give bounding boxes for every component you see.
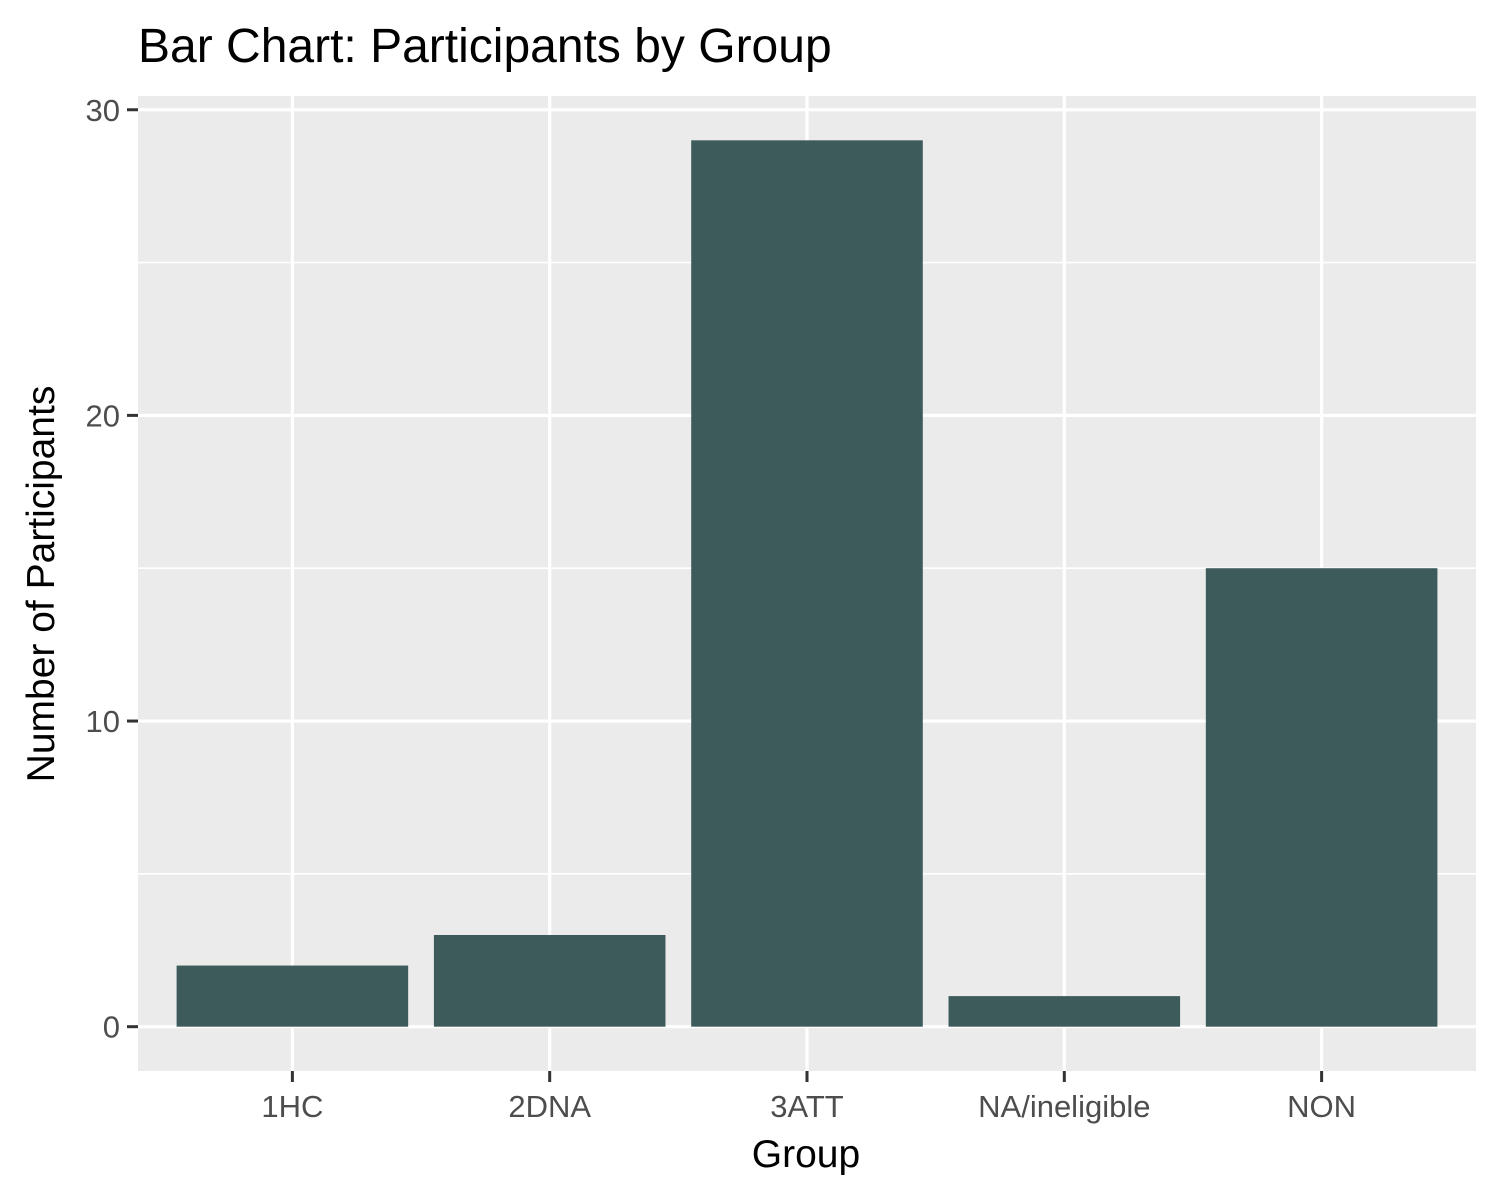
x-tick-label: 1HC bbox=[261, 1089, 323, 1124]
x-tick-label: 3ATT bbox=[770, 1089, 844, 1124]
x-tick-label: 2DNA bbox=[508, 1089, 591, 1124]
bar-non bbox=[1205, 568, 1438, 1027]
bar-1hc bbox=[176, 965, 409, 1027]
x-tick-label: NON bbox=[1287, 1089, 1356, 1124]
x-tick-label: NA/ineligible bbox=[978, 1089, 1150, 1124]
y-tick-label: 0 bbox=[103, 1010, 120, 1045]
y-axis: 0 10 20 30 bbox=[86, 93, 138, 1045]
y-tick-label: 20 bbox=[86, 398, 120, 433]
x-axis-title: Group bbox=[752, 1133, 860, 1176]
bar-na-ineligible bbox=[948, 996, 1181, 1027]
bar-3att bbox=[691, 140, 923, 1027]
bar-2dna bbox=[433, 934, 666, 1027]
chart-title: Bar Chart: Participants by Group bbox=[138, 20, 832, 73]
y-tick-label: 10 bbox=[86, 704, 120, 739]
y-tick-label: 30 bbox=[86, 93, 120, 128]
bars bbox=[176, 140, 1438, 1027]
x-axis: 1HC 2DNA 3ATT NA/ineligible NON bbox=[261, 1071, 1356, 1124]
y-axis-title: Number of Participants bbox=[20, 386, 63, 783]
